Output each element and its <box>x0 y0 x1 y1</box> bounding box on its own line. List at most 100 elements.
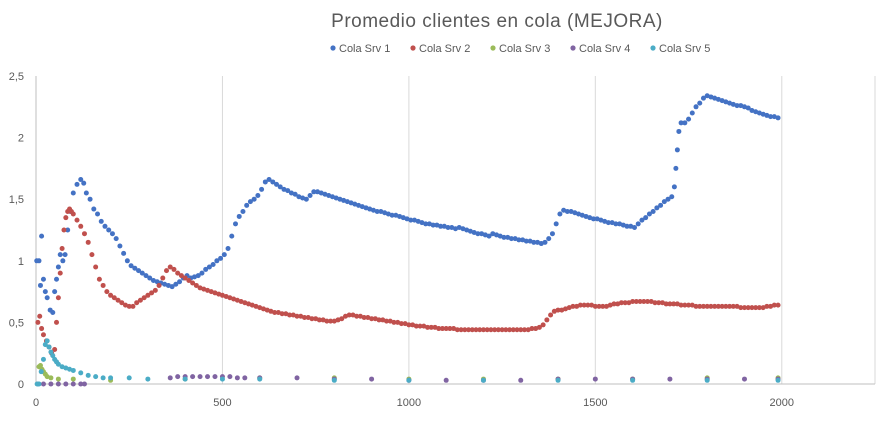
data-point <box>40 356 46 362</box>
data-point <box>384 318 390 324</box>
data-point <box>697 303 703 309</box>
legend-label: Cola Srv 3 <box>499 43 550 55</box>
data-point <box>658 202 664 208</box>
data-point <box>542 239 548 245</box>
data-point <box>37 282 43 288</box>
data-point <box>518 377 524 383</box>
data-point <box>81 180 87 186</box>
data-point <box>173 281 179 287</box>
data-point <box>285 188 291 194</box>
data-point <box>618 300 624 306</box>
data-point <box>549 231 555 237</box>
data-point <box>171 266 177 272</box>
data-point <box>540 322 546 328</box>
data-point <box>682 120 688 126</box>
data-point <box>227 374 233 380</box>
y-axis: 0 0,5 1 1,5 2 2,5 <box>9 71 37 391</box>
data-point <box>44 295 50 301</box>
data-point <box>643 215 649 221</box>
data-point <box>708 303 714 309</box>
legend-marker <box>410 45 416 51</box>
data-point <box>700 95 706 101</box>
data-point <box>100 282 106 288</box>
data-point <box>671 184 677 190</box>
data-point <box>42 342 48 348</box>
legend: Cola Srv 1 Cola Srv 2 Cola Srv 3 Cola Srv 4… <box>330 43 710 55</box>
data-point <box>287 312 293 318</box>
data-point <box>126 303 132 309</box>
data-point <box>152 287 158 293</box>
data-point <box>756 305 762 311</box>
data-point <box>91 206 97 212</box>
data-point <box>149 290 155 296</box>
data-point <box>646 211 652 217</box>
data-point <box>236 213 242 219</box>
data-point <box>81 381 87 387</box>
data-point <box>730 303 736 309</box>
data-point <box>104 289 110 295</box>
data-point <box>507 327 513 333</box>
data-point <box>553 221 559 227</box>
data-point <box>60 258 66 264</box>
data-point <box>39 326 45 332</box>
data-point <box>391 319 397 325</box>
data-point <box>50 353 56 359</box>
data-point <box>667 376 673 382</box>
data-point <box>484 327 490 333</box>
data-point <box>462 327 468 333</box>
data-point <box>495 327 501 333</box>
data-point <box>775 377 781 383</box>
data-point <box>641 298 647 304</box>
data-point <box>466 327 472 333</box>
data-point <box>417 323 423 329</box>
data-point <box>331 377 337 383</box>
data-point <box>109 231 115 237</box>
data-point <box>39 233 45 239</box>
data-point <box>57 252 63 258</box>
data-point <box>745 105 751 111</box>
data-point <box>339 316 345 322</box>
data-point <box>121 250 127 256</box>
data-point <box>749 305 755 311</box>
data-point <box>630 377 636 383</box>
data-point <box>693 303 699 309</box>
data-point <box>98 218 104 224</box>
data-point <box>439 326 445 332</box>
legend-marker <box>570 45 576 51</box>
data-point <box>70 190 76 196</box>
data-point <box>301 314 307 320</box>
data-point <box>117 243 123 249</box>
data-point <box>70 367 76 373</box>
data-point <box>661 199 667 205</box>
data-point <box>83 190 89 196</box>
data-point <box>70 381 76 387</box>
data-point <box>199 270 205 276</box>
data-point <box>134 300 140 306</box>
data-point <box>40 276 46 282</box>
data-point <box>346 312 352 318</box>
data-point <box>645 298 651 304</box>
data-point <box>218 255 224 261</box>
data-point <box>130 303 136 309</box>
data-point <box>48 381 54 387</box>
data-point <box>87 196 93 202</box>
data-point <box>115 297 121 303</box>
data-point <box>182 376 188 382</box>
y-tick-label: 1 <box>18 256 24 268</box>
data-point <box>42 289 48 295</box>
data-point <box>38 369 44 375</box>
data-point <box>126 375 132 381</box>
data-point <box>678 302 684 308</box>
data-point <box>132 265 138 271</box>
data-point <box>369 316 375 322</box>
data-point <box>775 302 781 308</box>
data-point <box>514 327 520 333</box>
data-point <box>197 374 203 380</box>
data-point <box>70 376 76 382</box>
data-point <box>55 381 61 387</box>
data-point <box>141 295 147 301</box>
data-point <box>361 314 367 320</box>
y-tick-label: 2,5 <box>9 71 24 83</box>
